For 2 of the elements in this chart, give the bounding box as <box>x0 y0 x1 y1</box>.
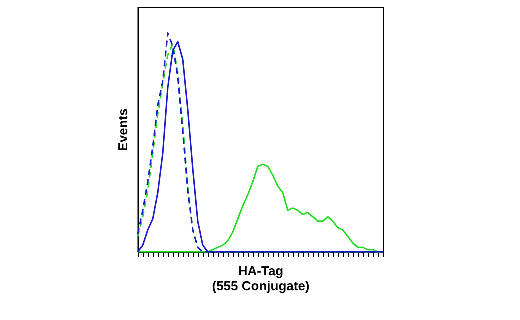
x-axis-title: HA-Tag (555 Conjugate) <box>212 264 310 294</box>
y-axis-title: Events <box>116 108 130 152</box>
